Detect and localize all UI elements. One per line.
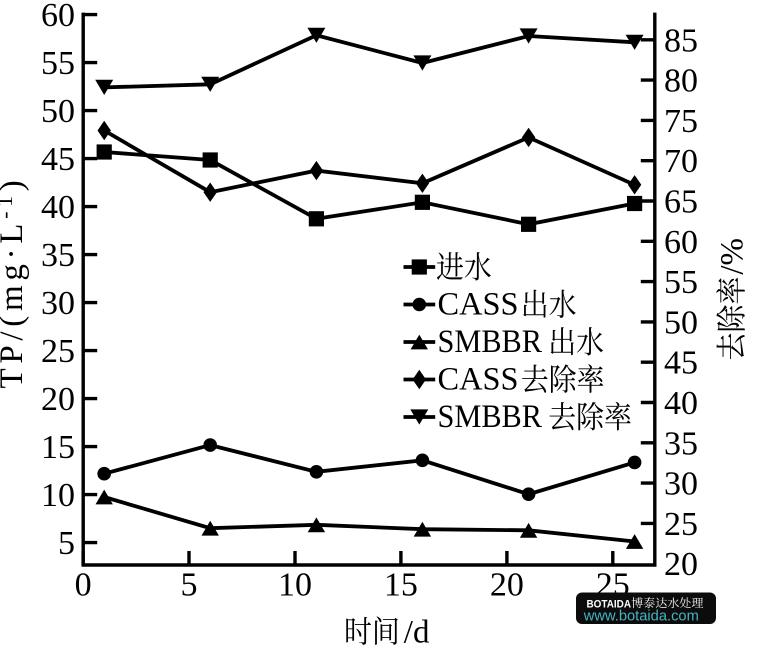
svg-text:45: 45 [41,141,75,178]
svg-text:40: 40 [41,189,75,226]
svg-text:50: 50 [41,93,75,130]
svg-text:55: 55 [664,264,698,301]
svg-text:45: 45 [664,345,698,382]
svg-text:65: 65 [664,184,698,221]
svg-text:15: 15 [384,567,418,604]
svg-text:20: 20 [664,546,698,583]
svg-text:75: 75 [664,103,698,140]
svg-text:/%: /% [715,238,751,275]
svg-text:www.botaida.com: www.botaida.com [583,608,699,625]
svg-text:5: 5 [181,567,198,604]
svg-text:60: 60 [664,224,698,261]
svg-text:0: 0 [75,567,92,604]
svg-text:CASS: CASS [438,362,519,398]
svg-text:CASS: CASS [438,287,519,323]
svg-text:35: 35 [41,237,75,274]
svg-text:25: 25 [41,333,75,370]
svg-text:20: 20 [490,567,524,604]
svg-text:60: 60 [41,0,75,34]
svg-text:SMBBR: SMBBR [438,399,543,435]
svg-text:30: 30 [41,285,75,322]
svg-text:SMBBR: SMBBR [438,324,543,360]
svg-text:10: 10 [41,477,75,514]
svg-text:80: 80 [664,63,698,100]
svg-text:15: 15 [41,429,75,466]
svg-text:40: 40 [664,385,698,422]
svg-text:25: 25 [664,506,698,543]
svg-text:5: 5 [58,525,75,562]
svg-text:35: 35 [664,425,698,462]
svg-text:30: 30 [664,466,698,503]
svg-text:/d: /d [404,615,430,651]
svg-text:BOTAIDA: BOTAIDA [587,599,632,611]
svg-text:85: 85 [664,22,698,59]
svg-text:10: 10 [278,567,312,604]
svg-text:20: 20 [41,381,75,418]
svg-text:50: 50 [664,304,698,341]
svg-text:70: 70 [664,143,698,180]
svg-text:55: 55 [41,45,75,82]
